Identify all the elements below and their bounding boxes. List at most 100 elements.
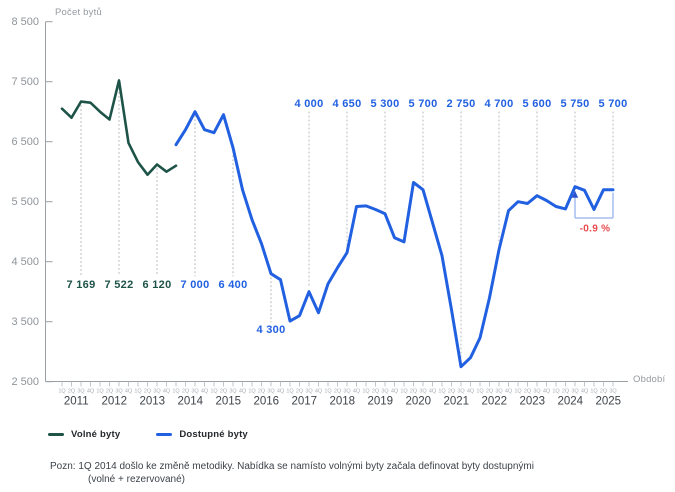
- quarter-tick-label: 4Q: [543, 389, 551, 395]
- y-tick-label: 7 500: [11, 76, 39, 88]
- y-tick-label: 6 500: [11, 136, 39, 148]
- quarter-tick-label: 1Q: [400, 389, 408, 395]
- quarter-tick-label: 4Q: [163, 389, 171, 395]
- quarter-tick-label: 3Q: [77, 389, 85, 395]
- value-label: 6 120: [142, 279, 171, 291]
- value-label: 5 750: [560, 98, 589, 110]
- quarter-tick-label: 1Q: [324, 389, 332, 395]
- quarter-tick-label: 2Q: [296, 389, 304, 395]
- value-label: 5 300: [370, 98, 399, 110]
- quarter-tick-label: 3Q: [495, 389, 503, 395]
- year-label: 2017: [291, 396, 317, 408]
- delta-label: -0.9 %: [580, 224, 611, 235]
- dostupne-byty-line: [174, 110, 615, 369]
- year-label: 2012: [101, 396, 127, 408]
- quarter-tick-label: 4Q: [277, 389, 285, 395]
- year-label: 2021: [443, 396, 469, 408]
- x-axis-title: Období: [633, 374, 666, 385]
- year-label: 2013: [139, 396, 165, 408]
- legend: Volné byty Dostupné byty: [48, 429, 274, 440]
- quarter-tick-label: 4Q: [201, 389, 209, 395]
- quarter-tick-label: 4Q: [429, 389, 437, 395]
- quarter-tick-label: 2Q: [410, 389, 418, 395]
- value-label: 7 000: [180, 279, 209, 291]
- quarter-tick-label: 1Q: [58, 389, 66, 395]
- quarter-tick-label: 4Q: [87, 389, 95, 395]
- quarter-tick-label: 2Q: [524, 389, 532, 395]
- year-label: 2023: [519, 396, 545, 408]
- y-tick-label: 3 500: [11, 316, 39, 328]
- quarter-tick-label: 3Q: [457, 389, 465, 395]
- quarter-tick-label: 1Q: [134, 389, 142, 395]
- value-label: 4 000: [294, 98, 323, 110]
- quarter-tick-label: 2Q: [486, 389, 494, 395]
- quarter-tick-label: 1Q: [210, 389, 218, 395]
- quarter-tick-label: 2Q: [334, 389, 342, 395]
- quarter-tick-label: 3Q: [609, 389, 617, 395]
- value-label: 6 400: [218, 279, 247, 291]
- legend-label: Volné byty: [71, 429, 121, 440]
- value-label: 5 600: [522, 98, 551, 110]
- value-label: 7 522: [104, 279, 133, 291]
- year-label: 2016: [253, 396, 279, 408]
- year-label: 2022: [481, 396, 507, 408]
- quarter-tick-label: 1Q: [514, 389, 522, 395]
- footnote: Pozn: 1Q 2014 došlo ke změně metodiky. N…: [50, 461, 534, 486]
- quarter-tick-label: 1Q: [552, 389, 560, 395]
- year-label: 2014: [177, 396, 203, 408]
- quarter-tick-label: 2Q: [372, 389, 380, 395]
- value-label: 5 700: [598, 98, 627, 110]
- quarter-tick-label: 4Q: [239, 389, 247, 395]
- value-label: 5 700: [408, 98, 437, 110]
- quarter-tick-label: 3Q: [267, 389, 275, 395]
- quarter-tick-label: 3Q: [153, 389, 161, 395]
- quarter-tick-label: 1Q: [172, 389, 180, 395]
- year-label: 2018: [329, 396, 355, 408]
- quarter-tick-label: 2Q: [106, 389, 114, 395]
- volne-byty-swatch: [48, 432, 64, 437]
- delta-arrow-icon: [571, 190, 579, 198]
- quarter-tick-label: 2Q: [258, 389, 266, 395]
- quarter-tick-label: 3Q: [419, 389, 427, 395]
- quarter-tick-label: 3Q: [343, 389, 351, 395]
- year-label: 2011: [64, 396, 89, 408]
- value-label: 4 650: [332, 98, 361, 110]
- value-label: 2 750: [446, 98, 475, 110]
- year-label: 2024: [557, 396, 583, 408]
- quarter-tick-label: 3Q: [191, 389, 199, 395]
- quarter-tick-label: 4Q: [353, 389, 361, 395]
- y-tick-label: 4 500: [11, 256, 39, 268]
- dostupne-byty-swatch: [156, 432, 173, 437]
- quarter-tick-label: 1Q: [590, 389, 598, 395]
- quarter-tick-label: 3Q: [229, 389, 237, 395]
- value-label: 7 169: [66, 279, 95, 291]
- quarter-tick-label: 2Q: [144, 389, 152, 395]
- delta-bracket: -0.9 %: [571, 190, 614, 235]
- quarter-tick-label: 4Q: [581, 389, 589, 395]
- y-axis-title: Počet bytů: [55, 7, 102, 18]
- year-label: 2025: [595, 396, 621, 408]
- y-tick-label: 2 500: [11, 376, 39, 388]
- value-label: 4 700: [484, 98, 513, 110]
- quarter-tick-label: 2Q: [600, 389, 608, 395]
- quarter-tick-label: 4Q: [391, 389, 399, 395]
- footnote-line-1: Pozn: 1Q 2014 došlo ke změně metodiky. N…: [50, 461, 534, 472]
- volne-byty-line: [60, 79, 178, 176]
- y-tick-label: 8 500: [11, 16, 39, 28]
- year-label: 2020: [405, 396, 431, 408]
- quarter-tick-label: 2Q: [68, 389, 76, 395]
- value-label: 4 300: [256, 324, 285, 336]
- quarter-tick-label: 3Q: [115, 389, 123, 395]
- year-label: 2015: [215, 396, 241, 408]
- quarter-tick-label: 3Q: [305, 389, 313, 395]
- quarter-tick-label: 1Q: [476, 389, 484, 395]
- quarter-tick-label: 1Q: [248, 389, 256, 395]
- value-annotations: 7 169 7 522 6 120 7 000 6 400 4 300 4 000 4 650…: [66, 83, 627, 364]
- quarter-tick-label: 4Q: [315, 389, 323, 395]
- quarter-tick-label: 1Q: [286, 389, 294, 395]
- quarter-tick-label: 4Q: [125, 389, 133, 395]
- y-tick-label: 5 500: [11, 196, 39, 208]
- quarter-tick-label: 2Q: [182, 389, 190, 395]
